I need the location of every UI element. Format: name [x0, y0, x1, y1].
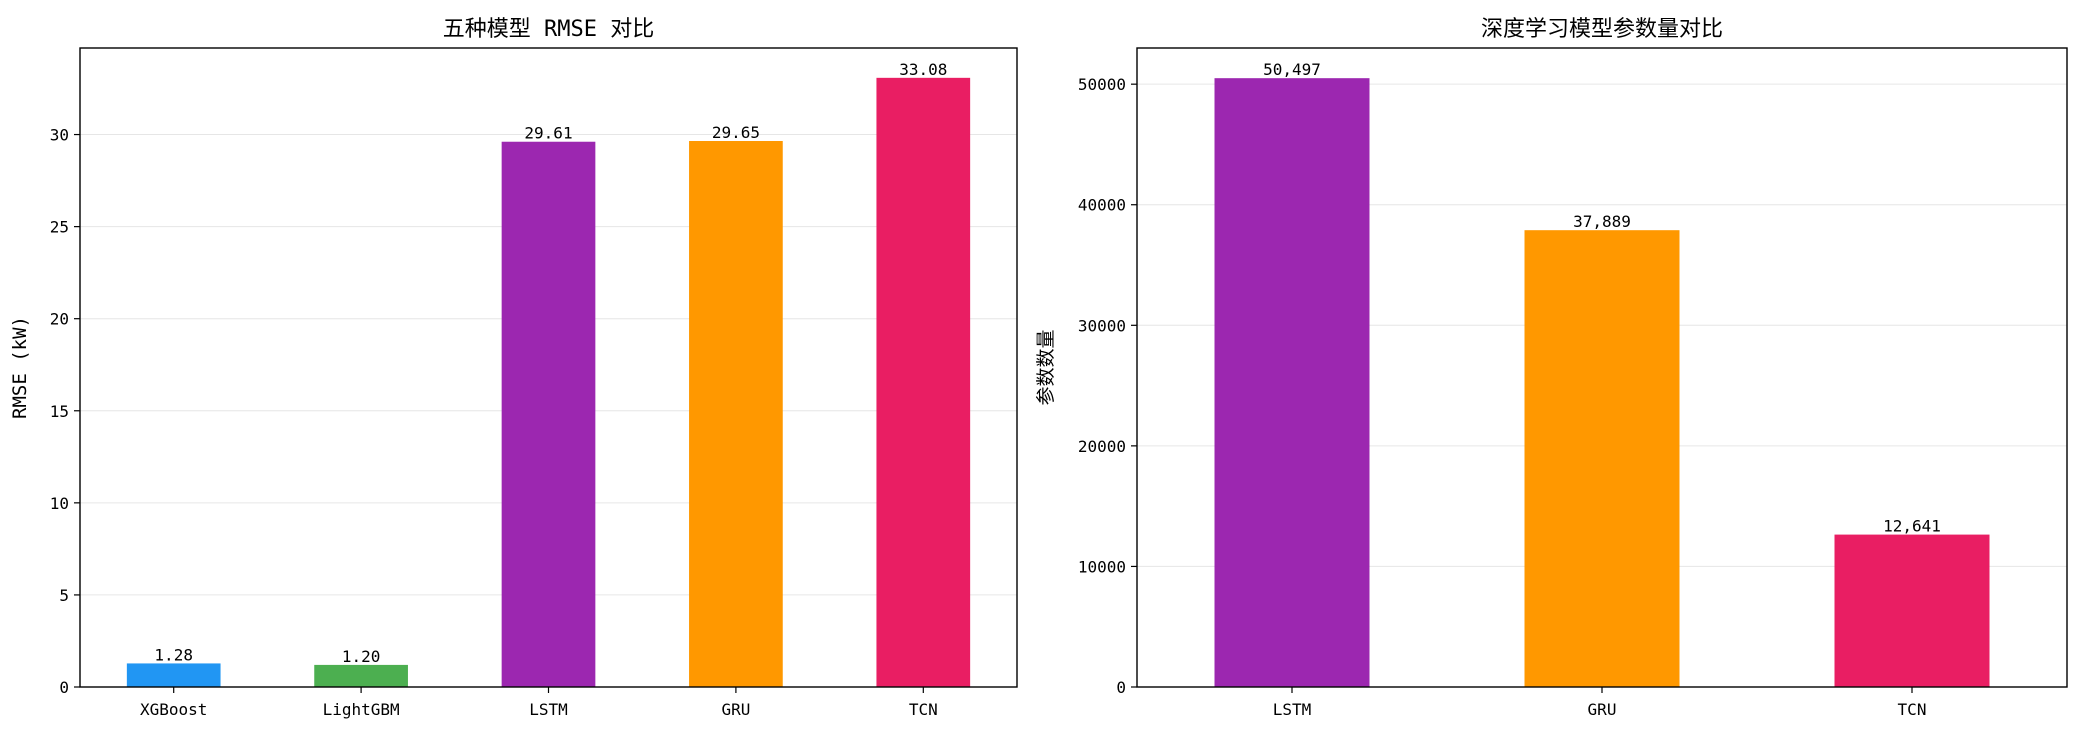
bar-xgboost [126, 663, 221, 687]
y-tick-label: 30000 [1078, 316, 1126, 335]
bar-lstm [501, 141, 596, 687]
y-tick-label: 0 [1116, 678, 1126, 697]
y-tick-label: 40000 [1078, 196, 1126, 215]
y-tick-label: 20 [50, 310, 69, 329]
y-tick-label: 0 [59, 678, 69, 697]
x-tick-label: XGBoost [140, 700, 207, 719]
bar-lightgbm [314, 664, 408, 687]
data-label: 33.08 [899, 60, 947, 79]
y-tick-label: 20000 [1078, 437, 1126, 456]
y-tick-label: 50000 [1078, 75, 1126, 94]
parameter-count-chart: 50,497 37,889 12,641 0 10000 20000 30000 40000 5… [1035, 17, 2068, 719]
data-label: 50,497 [1263, 60, 1321, 79]
data-label: 37,889 [1573, 212, 1631, 231]
x-tick-label: LSTM [529, 700, 568, 719]
y-axis-label: 参数数量 [1035, 329, 1057, 405]
y-tick-label: 15 [50, 402, 69, 421]
data-label: 12,641 [1883, 517, 1941, 536]
x-tick-label: LightGBM [323, 700, 400, 719]
y-tick-label: 5 [59, 586, 69, 605]
x-tick-label: GRU [1588, 700, 1617, 719]
chart-title: 五种模型 RMSE 对比 [443, 17, 654, 42]
data-label: 29.65 [712, 123, 760, 142]
y-tick-label: 30 [50, 126, 69, 145]
y-tick-label: 10000 [1078, 557, 1126, 576]
y-axis-label: RMSE (kW) [9, 316, 31, 419]
x-tick-label: LSTM [1273, 700, 1312, 719]
rmse-chart: 1.28 1.20 29.61 29.65 33.08 0 5 10 15 20 25 30 XGBoo… [9, 17, 1018, 719]
bar-gru [689, 140, 783, 688]
y-tick-label: 25 [50, 218, 69, 237]
x-tick-label: GRU [721, 700, 750, 719]
bar-gru [1524, 230, 1680, 688]
data-label: 1.20 [342, 647, 381, 666]
x-tick-label: TCN [909, 700, 938, 719]
bar-lstm [1214, 78, 1370, 688]
data-label: 1.28 [154, 645, 193, 664]
data-label: 29.61 [524, 124, 572, 143]
bar-tcn [1834, 534, 1990, 687]
y-tick-label: 10 [50, 494, 69, 513]
chart-title: 深度学习模型参数量对比 [1481, 17, 1723, 42]
bar-tcn [876, 77, 971, 687]
x-tick-label: TCN [1898, 700, 1927, 719]
